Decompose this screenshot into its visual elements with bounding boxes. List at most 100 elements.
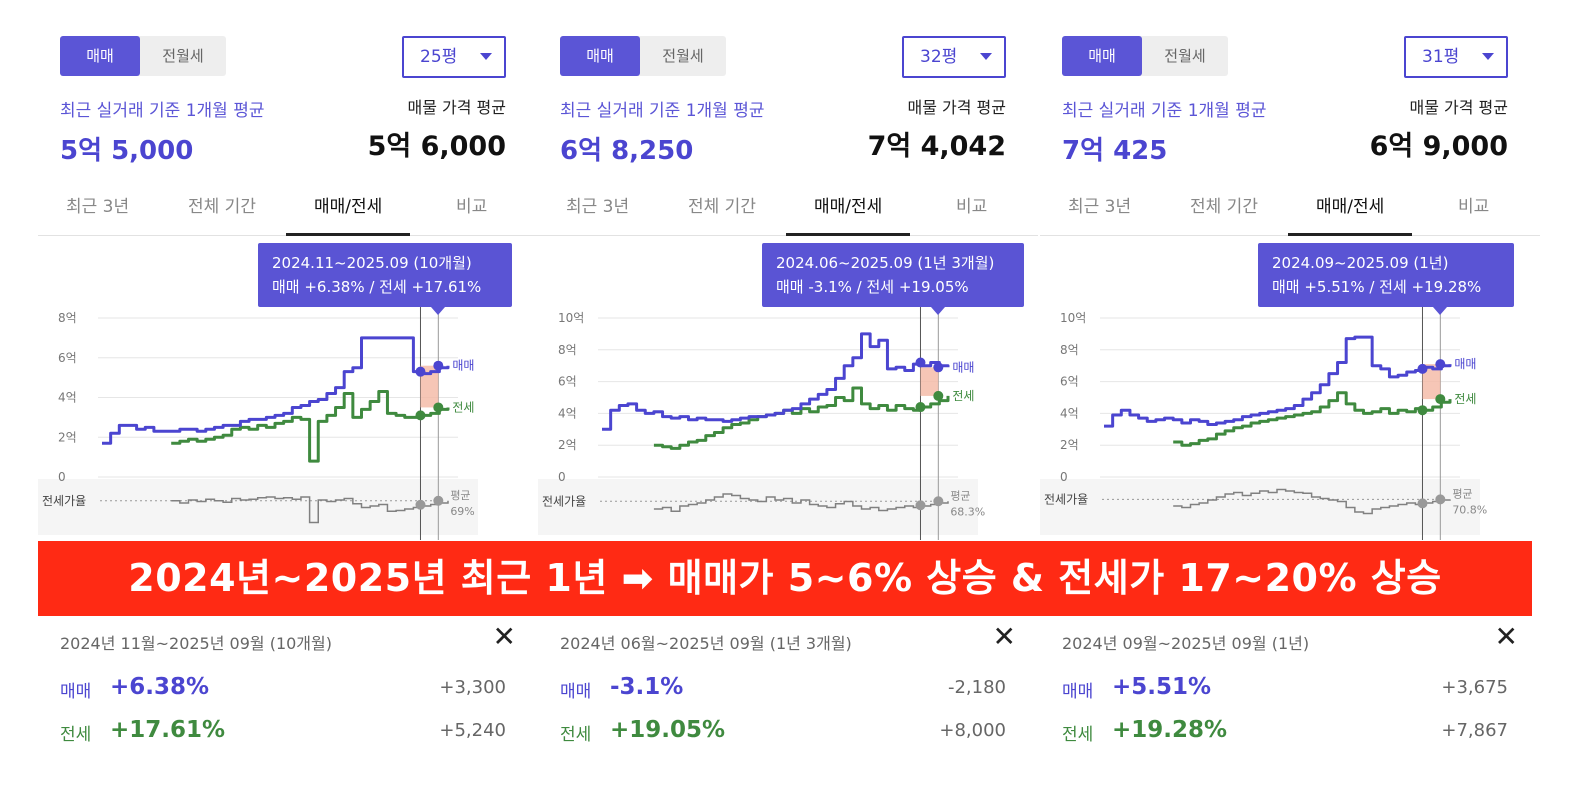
rent-start-point — [915, 402, 926, 413]
sale-series-line — [102, 336, 450, 445]
rent-change-percent: +19.05% — [610, 717, 726, 743]
chevron-down-icon — [1482, 53, 1494, 60]
trade-type-toggle: 매매 전월세 — [1062, 36, 1228, 76]
sale-change-row: 매매 +5.51% +3,675 — [1062, 674, 1508, 704]
y-tick-label: 10억 — [1060, 311, 1086, 325]
rent-change-label: 전세 — [1062, 725, 1094, 745]
toggle-sale[interactable]: 매매 — [560, 36, 640, 76]
close-icon[interactable]: ✕ — [992, 620, 1016, 653]
tab-1[interactable]: 전체 기간 — [188, 197, 256, 217]
change-tooltip: 2024.06~2025.09 (1년 3개월) 매매 -3.1% / 전세 +1… — [762, 243, 1024, 307]
ratio-average-value: 68.3% — [950, 505, 985, 518]
close-icon[interactable]: ✕ — [492, 620, 516, 653]
recent-avg-value: 7억 425 — [1062, 136, 1168, 166]
listing-avg-label: 매물 가격 평균 — [407, 98, 507, 117]
tab-2[interactable]: 매매/전세 — [314, 197, 383, 217]
ratio-band — [538, 479, 978, 535]
recent-avg-label: 최근 실거래 기준 1개월 평균 — [1062, 101, 1267, 121]
sale-rent-gap — [420, 365, 439, 408]
ratio-end-point — [433, 495, 444, 506]
rent-change-label: 전세 — [560, 725, 592, 745]
panel-25평: 매매 전월세 25평 최근 실거래 기준 1개월 평균 5억 5,000 매물 가격 평균… — [38, 0, 538, 798]
toggle-rent[interactable]: 전월세 — [162, 47, 204, 65]
y-tick-label: 8억 — [1060, 343, 1079, 357]
chart-tabs: 최근 3년 전체 기간 매매/전세 비교 — [38, 186, 538, 236]
rent-end-point — [433, 402, 444, 413]
tab-0[interactable]: 최근 3년 — [66, 197, 130, 217]
recent-avg-label: 최근 실거래 기준 1개월 평균 — [560, 101, 765, 121]
listing-avg-value: 7억 4,042 — [867, 131, 1006, 162]
tab-3[interactable]: 비교 — [1458, 197, 1490, 217]
tab-1[interactable]: 전체 기간 — [688, 197, 756, 217]
sale-series-line — [602, 332, 950, 431]
chevron-down-icon — [480, 53, 492, 60]
rent-start-point — [415, 410, 426, 421]
y-tick-label: 6억 — [1060, 375, 1079, 389]
tooltip-period: 2024.09~2025.09 (1년) — [1272, 254, 1449, 272]
tooltip-pointer — [931, 307, 946, 315]
sale-change-amount: -2,180 — [947, 677, 1006, 698]
toggle-rent[interactable]: 전월세 — [1164, 47, 1206, 65]
rent-change-percent: +17.61% — [110, 717, 226, 743]
rent-start-point — [1417, 405, 1428, 416]
ratio-end-point — [933, 496, 944, 507]
sale-start-point — [915, 357, 926, 368]
recent-avg-value: 6억 8,250 — [560, 136, 694, 166]
sale-change-amount: +3,675 — [1441, 677, 1508, 698]
tab-0[interactable]: 최근 3년 — [1068, 197, 1132, 217]
size-dropdown[interactable]: 32평 — [902, 36, 1006, 78]
toggle-sale[interactable]: 매매 — [60, 36, 140, 76]
tab-0[interactable]: 최근 3년 — [566, 197, 630, 217]
rent-series-label: 전세 — [452, 400, 474, 414]
tab-2[interactable]: 매매/전세 — [814, 197, 883, 217]
size-dropdown-value: 31평 — [1422, 47, 1460, 67]
size-dropdown[interactable]: 31평 — [1404, 36, 1508, 78]
summary-period: 2024년 11월~2025년 09월 (10개월) — [60, 634, 332, 653]
close-icon[interactable]: ✕ — [1494, 620, 1518, 653]
sale-end-point — [433, 360, 444, 371]
panel-32평: 매매 전월세 32평 최근 실거래 기준 1개월 평균 6억 8,250 매물 가격 평균… — [538, 0, 1038, 798]
chevron-down-icon — [980, 53, 992, 60]
tab-1[interactable]: 전체 기간 — [1190, 197, 1258, 217]
rent-change-percent: +19.28% — [1112, 717, 1228, 743]
y-tick-label: 0 — [1060, 470, 1068, 484]
sale-start-point — [415, 366, 426, 377]
sale-series-label: 매매 — [452, 359, 474, 373]
y-tick-label: 4억 — [1060, 406, 1079, 420]
tooltip-changes: 매매 +6.38% / 전세 +17.61% — [272, 278, 482, 296]
tab-3[interactable]: 비교 — [956, 197, 988, 217]
change-tooltip: 2024.09~2025.09 (1년) 매매 +5.51% / 전세 +19.2… — [1258, 243, 1514, 307]
tooltip-pointer — [1433, 307, 1448, 315]
sale-series-label: 매매 — [952, 360, 974, 374]
rent-change-amount: +8,000 — [939, 720, 1006, 741]
tooltip-period: 2024.11~2025.09 (10개월) — [272, 254, 472, 272]
toggle-rent[interactable]: 전월세 — [662, 47, 704, 65]
y-tick-label: 8억 — [558, 343, 577, 357]
ratio-label: 전세가율 — [542, 494, 586, 508]
y-tick-label: 8억 — [58, 311, 77, 325]
active-tab-indicator — [1288, 233, 1412, 236]
tooltip-period: 2024.06~2025.09 (1년 3개월) — [776, 254, 995, 272]
rent-series-line — [1173, 391, 1452, 447]
tooltip-changes: 매매 +5.51% / 전세 +19.28% — [1272, 278, 1482, 296]
ratio-average-label: 평균 — [1452, 487, 1472, 500]
tab-3[interactable]: 비교 — [456, 197, 488, 217]
summary-period: 2024년 06월~2025년 09월 (1년 3개월) — [560, 634, 852, 653]
rent-series-label: 전세 — [952, 389, 974, 403]
size-dropdown-value: 25평 — [420, 47, 458, 67]
ratio-start-point — [1417, 498, 1428, 509]
sale-end-point — [1435, 359, 1446, 370]
ratio-band — [38, 479, 478, 535]
toggle-sale[interactable]: 매매 — [1062, 36, 1142, 76]
y-tick-label: 2억 — [58, 430, 77, 444]
sale-change-percent: +6.38% — [110, 674, 210, 700]
size-dropdown[interactable]: 25평 — [402, 36, 506, 78]
ratio-end-point — [1435, 494, 1446, 505]
sale-change-row: 매매 -3.1% -2,180 — [560, 674, 1006, 704]
ratio-series-line — [1173, 488, 1451, 515]
rent-series-label: 전세 — [1454, 392, 1476, 406]
tab-2[interactable]: 매매/전세 — [1316, 197, 1385, 217]
